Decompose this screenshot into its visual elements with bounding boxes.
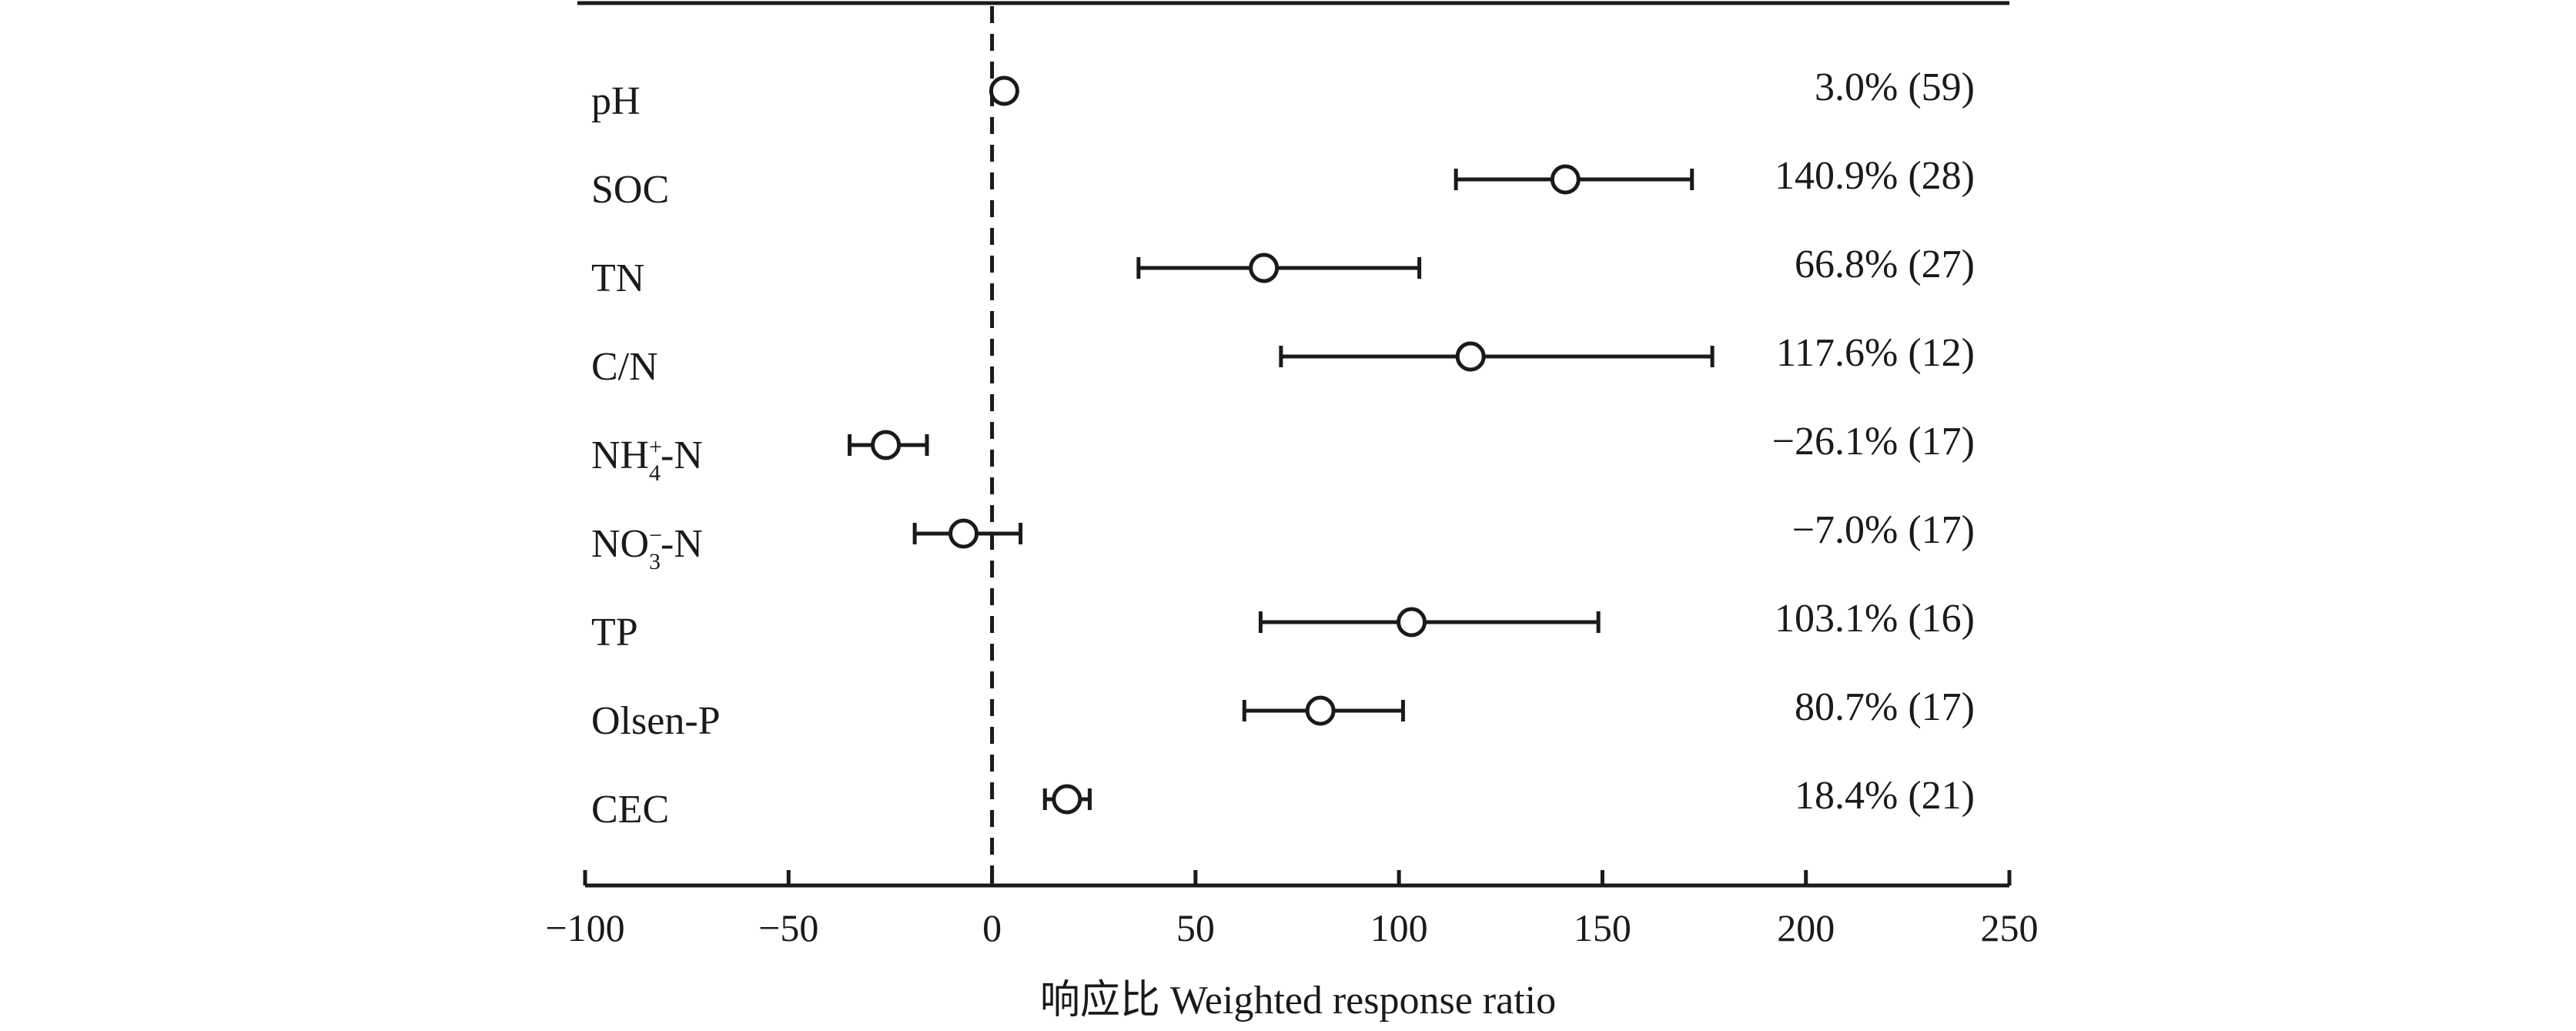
row-c-n: C/N 117.6% (12): [591, 331, 1975, 389]
x-tick-label: 150: [1574, 906, 1631, 949]
row-value-text: 140.9% (28): [1775, 154, 1975, 198]
row-value-text: 18.4% (21): [1795, 774, 1975, 818]
row-label: NH+ 4-N: [591, 433, 703, 486]
row-value-text: −26.1% (17): [1772, 420, 1975, 464]
row-no: NO− 3-N −7.0% (17): [591, 508, 1975, 574]
x-tick-label: 200: [1777, 906, 1835, 949]
row-value-text: 3.0% (59): [1815, 65, 1975, 109]
mean-point: [871, 430, 902, 460]
mean-point: [1397, 607, 1427, 638]
row-label: TN: [591, 256, 644, 300]
mean-point: [1052, 784, 1082, 815]
row-label: TP: [591, 611, 638, 654]
mean-point: [1455, 341, 1486, 372]
row-value-text: 66.8% (27): [1795, 243, 1975, 286]
row-tn: TN 66.8% (27): [591, 243, 1975, 300]
x-tick-label: 250: [1981, 906, 2039, 949]
row-label: C/N: [591, 345, 658, 389]
rows-layer: pH 3.0% (59) SOC 140.9% (28) TN 66.8% (27) C/N…: [591, 65, 1975, 832]
row-label: NO− 3-N: [591, 522, 703, 574]
row-value-text: 103.1% (16): [1775, 597, 1975, 641]
x-tick-label: 100: [1370, 906, 1428, 949]
row-olsen-p: Olsen-P 80.7% (17): [591, 685, 1975, 743]
mean-point: [1305, 695, 1336, 726]
mean-point: [989, 75, 1019, 106]
x-axis: −100 −50 0 50 100 150 200 250: [545, 870, 2039, 949]
x-tick-label: 50: [1176, 906, 1215, 949]
row-label: SOC: [591, 168, 669, 212]
row-ph: pH 3.0% (59): [591, 65, 1975, 123]
mean-point: [948, 518, 979, 549]
row-value-text: −7.0% (17): [1792, 508, 1975, 552]
row-label: CEC: [591, 788, 669, 832]
x-axis-title: 响应比 Weighted response ratio: [1040, 979, 1556, 1023]
x-tick-label: −50: [758, 906, 818, 949]
row-value-text: 80.7% (17): [1795, 685, 1975, 729]
row-tp: TP 103.1% (16): [591, 597, 1975, 654]
row-label: Olsen-P: [591, 699, 721, 743]
mean-point: [1550, 164, 1581, 195]
x-tick-label: −100: [545, 906, 624, 949]
row-cec: CEC 18.4% (21): [591, 774, 1975, 832]
row-nh: NH+ 4-N −26.1% (17): [591, 420, 1975, 486]
row-value-text: 117.6% (12): [1776, 331, 1975, 375]
row-soc: SOC 140.9% (28): [591, 154, 1975, 212]
mean-point: [1249, 253, 1280, 283]
row-label: pH: [591, 79, 641, 123]
x-tick-label: 0: [982, 906, 1002, 949]
